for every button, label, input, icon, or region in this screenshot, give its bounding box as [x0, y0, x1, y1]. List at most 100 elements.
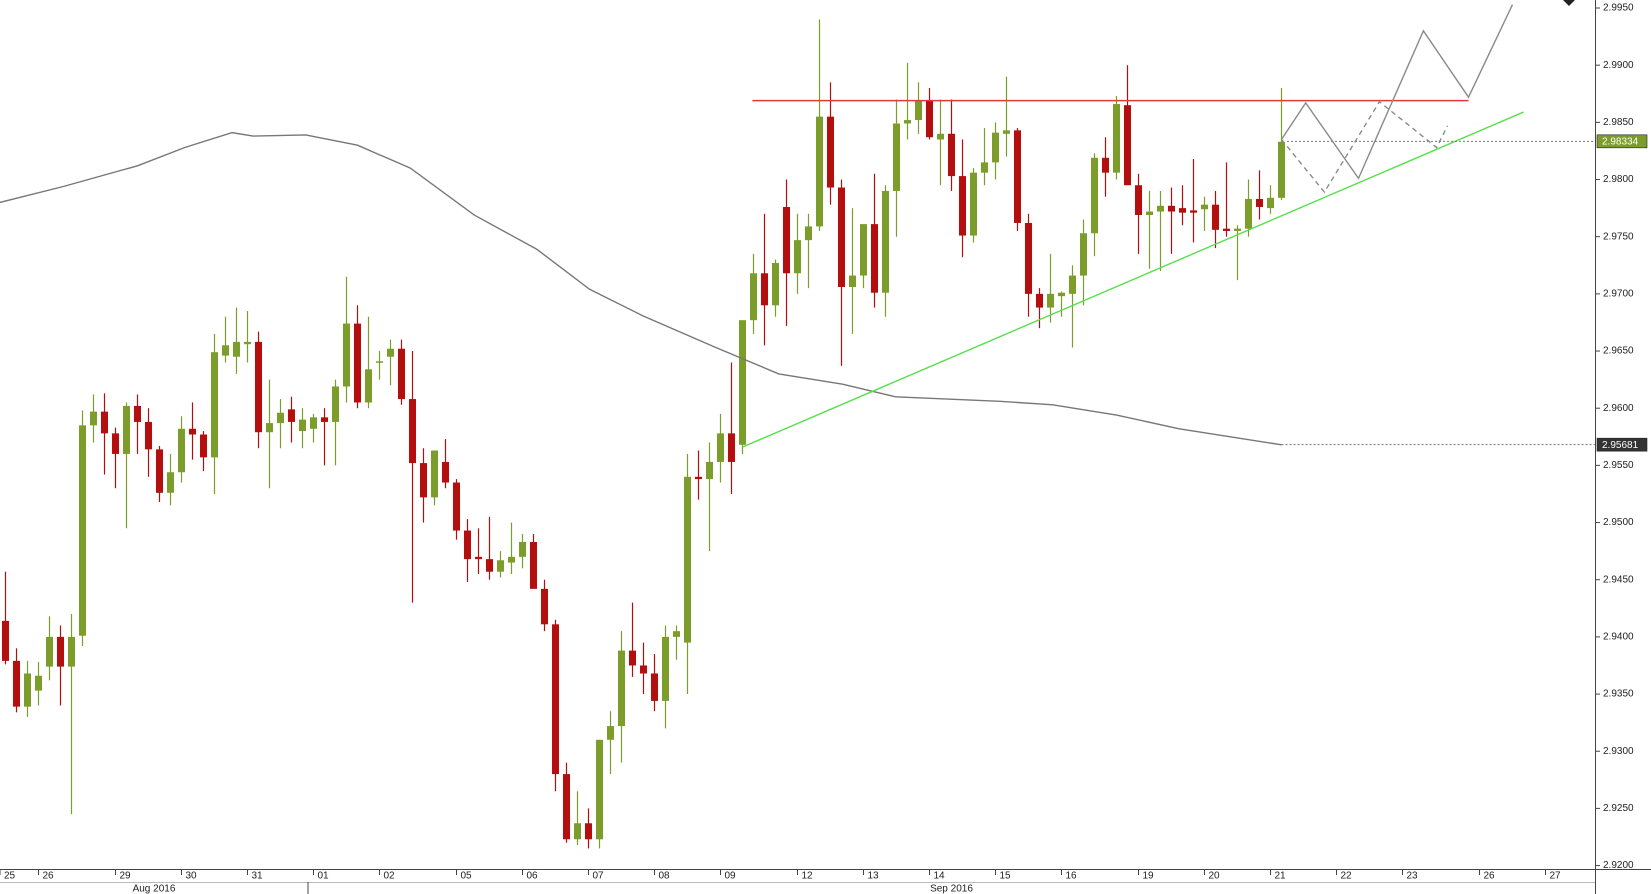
candle-body [694, 476, 703, 480]
candle-body [342, 323, 351, 387]
candle-body [727, 433, 736, 462]
candle-body [518, 541, 527, 557]
candle-body [298, 419, 307, 432]
x-tick-label: 27 [1550, 871, 1562, 882]
candle-body [287, 409, 296, 422]
y-tick-label: 2.9750 [1603, 231, 1634, 242]
candle-body [386, 348, 395, 357]
y-tick-label: 2.9700 [1603, 288, 1634, 299]
candle-body [1255, 198, 1264, 207]
candle-body [331, 386, 340, 422]
candle-body [1189, 210, 1198, 213]
y-tick-label: 2.9550 [1603, 460, 1634, 471]
candle-body [89, 411, 98, 426]
candle-body [683, 476, 692, 643]
candle-body [430, 450, 439, 498]
month-label: Aug 2016 [133, 884, 176, 894]
x-tick-label: 26 [43, 871, 55, 882]
x-tick-label: 23 [1407, 871, 1419, 882]
candle-body [1112, 104, 1121, 173]
candle-body [881, 190, 890, 293]
x-tick-label: 08 [659, 871, 671, 882]
candle-body [1057, 292, 1066, 297]
candle-body [947, 133, 956, 177]
candle-body [958, 176, 967, 236]
candle-body [573, 823, 582, 840]
candle-body [507, 556, 516, 563]
candle-body [1068, 275, 1077, 294]
plot-area [0, 4, 1524, 849]
candle-body [661, 636, 670, 701]
x-tick-label: 06 [527, 871, 539, 882]
x-tick-label: 25 [4, 871, 16, 882]
candle-body [111, 433, 120, 454]
candle-body [452, 482, 461, 531]
candle-body [155, 449, 164, 493]
x-tick-label: 01 [318, 871, 330, 882]
month-label: Sep 2016 [930, 884, 973, 894]
candle-body [903, 120, 912, 124]
candle-body [870, 224, 879, 293]
candle-body [1244, 198, 1253, 229]
candle-body [782, 206, 791, 274]
candle-body [1167, 205, 1176, 212]
candle-body [166, 472, 175, 493]
candle-body [309, 417, 318, 429]
x-tick-label: 16 [1066, 871, 1078, 882]
candle-body [1200, 204, 1209, 210]
candle-body [496, 560, 505, 572]
overlay-line [1280, 100, 1449, 194]
candle-body [1090, 157, 1099, 234]
candle-body [914, 100, 923, 121]
x-tick-label: 02 [384, 871, 396, 882]
scroll-indicator [1563, 0, 1575, 6]
candle-body [815, 116, 824, 227]
x-tick-label: 21 [1275, 871, 1287, 882]
candle-body [1233, 228, 1242, 231]
candle-body [529, 541, 538, 589]
candle-body [122, 405, 131, 454]
candle-body [793, 240, 802, 274]
candle-body [100, 411, 109, 434]
y-tick-label: 2.9600 [1603, 403, 1634, 414]
candle-body [56, 636, 65, 667]
candle-body [1266, 197, 1275, 209]
candle-body [199, 434, 208, 458]
candle-body [375, 361, 384, 363]
overlay-line [1280, 4, 1514, 180]
marker-badge [1596, 437, 1648, 452]
y-tick-label: 2.9850 [1603, 117, 1634, 128]
x-tick-label: 19 [1143, 871, 1155, 882]
candle-body [672, 631, 681, 637]
candle-body [23, 673, 32, 707]
candle-body [45, 636, 54, 667]
candle-body [859, 224, 868, 276]
candle-body [1211, 204, 1220, 230]
candle-body [804, 226, 813, 241]
candle-body [67, 636, 76, 667]
y-tick-label: 2.9900 [1603, 60, 1634, 71]
candle-body [705, 461, 714, 480]
x-tick-label: 15 [1000, 871, 1012, 882]
candle-body [1145, 211, 1154, 215]
candle-body [12, 660, 21, 707]
candle-body [210, 352, 219, 458]
candle-body [397, 348, 406, 400]
candle-body [1178, 208, 1187, 213]
candle-body [628, 650, 637, 666]
candle-body [1123, 105, 1132, 186]
x-tick-label: 30 [186, 871, 198, 882]
candle-body [265, 423, 274, 433]
candle-body [408, 399, 417, 464]
candle-body [364, 369, 373, 403]
candle-body [243, 341, 252, 345]
x-tick-label: 26 [1484, 871, 1496, 882]
candle-body [826, 116, 835, 188]
candle-body [925, 100, 934, 138]
candle-body [1046, 293, 1055, 308]
x-tick-label: 20 [1209, 871, 1221, 882]
candle-body [584, 823, 593, 840]
candle-body [276, 412, 285, 424]
y-tick-label: 2.9500 [1603, 517, 1634, 528]
